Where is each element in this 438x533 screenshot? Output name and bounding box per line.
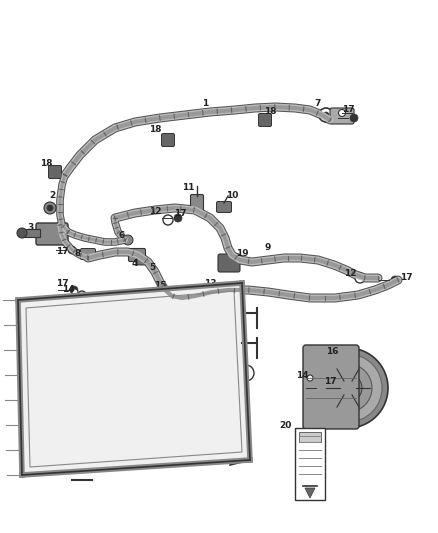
FancyBboxPatch shape xyxy=(162,133,174,147)
Text: 12: 12 xyxy=(149,207,161,216)
Text: 13: 13 xyxy=(204,279,216,287)
Text: 6: 6 xyxy=(119,230,125,239)
Circle shape xyxy=(44,202,56,214)
Text: 3: 3 xyxy=(27,223,33,232)
Text: 17: 17 xyxy=(324,377,336,386)
Text: 17: 17 xyxy=(400,273,412,282)
Circle shape xyxy=(68,246,76,254)
Circle shape xyxy=(307,375,313,381)
Text: 11: 11 xyxy=(182,183,194,192)
Circle shape xyxy=(319,108,333,122)
FancyBboxPatch shape xyxy=(36,223,68,245)
Text: 17: 17 xyxy=(342,106,354,115)
Text: 20: 20 xyxy=(279,421,291,430)
FancyBboxPatch shape xyxy=(330,108,354,124)
Bar xyxy=(22,229,40,237)
Text: 17: 17 xyxy=(174,208,186,217)
Circle shape xyxy=(323,112,329,118)
FancyBboxPatch shape xyxy=(218,254,240,272)
Circle shape xyxy=(324,364,372,412)
Text: 5: 5 xyxy=(149,263,155,272)
Text: 18: 18 xyxy=(40,158,52,167)
Text: 19: 19 xyxy=(236,249,248,259)
Text: 15: 15 xyxy=(154,280,166,289)
Text: 8: 8 xyxy=(75,248,81,257)
Circle shape xyxy=(123,235,133,245)
Text: 4: 4 xyxy=(132,260,138,269)
Circle shape xyxy=(78,291,86,299)
Circle shape xyxy=(350,114,358,122)
Circle shape xyxy=(339,109,346,117)
Text: 16: 16 xyxy=(326,348,338,357)
Text: 7: 7 xyxy=(315,100,321,109)
Circle shape xyxy=(163,215,173,225)
Circle shape xyxy=(17,228,27,238)
Circle shape xyxy=(355,273,365,283)
Text: 18: 18 xyxy=(149,125,161,134)
Text: 17: 17 xyxy=(56,247,68,256)
Circle shape xyxy=(72,289,78,295)
FancyBboxPatch shape xyxy=(128,248,145,262)
Text: 1: 1 xyxy=(202,99,208,108)
Circle shape xyxy=(70,286,78,294)
FancyBboxPatch shape xyxy=(303,345,359,429)
Circle shape xyxy=(308,348,388,428)
FancyBboxPatch shape xyxy=(191,195,204,213)
Text: 14: 14 xyxy=(296,370,308,379)
Circle shape xyxy=(391,276,399,284)
Bar xyxy=(295,428,325,500)
Circle shape xyxy=(314,354,382,422)
Polygon shape xyxy=(305,488,315,498)
FancyBboxPatch shape xyxy=(81,248,95,260)
Text: 17: 17 xyxy=(56,279,68,287)
Circle shape xyxy=(174,214,182,222)
FancyBboxPatch shape xyxy=(258,114,272,126)
FancyBboxPatch shape xyxy=(216,201,232,213)
Circle shape xyxy=(318,384,326,392)
Circle shape xyxy=(47,205,53,211)
Text: 2: 2 xyxy=(49,190,55,199)
Text: 10: 10 xyxy=(226,191,238,200)
Bar xyxy=(299,432,321,442)
Circle shape xyxy=(306,384,314,392)
Text: 18: 18 xyxy=(264,108,276,117)
FancyBboxPatch shape xyxy=(137,257,147,265)
Circle shape xyxy=(238,365,254,381)
FancyBboxPatch shape xyxy=(49,166,61,179)
Text: 14: 14 xyxy=(62,285,74,294)
Circle shape xyxy=(342,382,354,394)
Circle shape xyxy=(334,374,362,402)
Text: 9: 9 xyxy=(265,244,271,253)
Polygon shape xyxy=(18,283,250,475)
Text: 12: 12 xyxy=(344,269,356,278)
